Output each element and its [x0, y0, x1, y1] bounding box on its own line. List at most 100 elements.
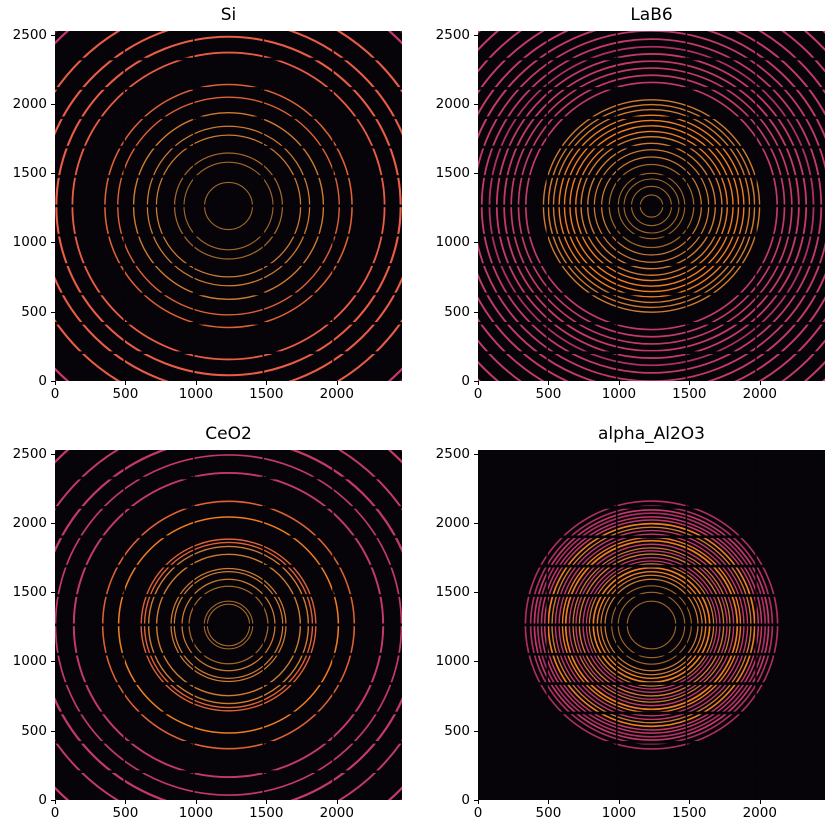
y-tick-label: 2000 [12, 95, 47, 112]
x-tick-mark [759, 800, 761, 804]
x-tick-label: 500 [535, 386, 562, 402]
diffraction-image-lab6: 0 500 1000 1500 2000 0 500 1000 1500 2000 2500 [436, 27, 825, 402]
module-gap-horizontal [55, 682, 402, 685]
detector-image [55, 31, 402, 381]
x-tick-mark [618, 800, 620, 804]
y-tick-mark [474, 103, 478, 105]
module-gap-horizontal [478, 263, 825, 266]
module-gap-horizontal [478, 233, 825, 237]
module-gap-horizontal [55, 770, 402, 773]
y-tick-mark [51, 453, 55, 455]
module-gap-horizontal [478, 351, 825, 354]
x-tick-label: 2000 [319, 386, 354, 402]
panel-al2o3: alpha_Al2O3 0 500 1000 1500 2000 0 500 1000 1500… [436, 424, 825, 821]
module-gap-horizontal [478, 564, 825, 568]
module-gap-horizontal [55, 594, 402, 597]
module-gap-horizontal [478, 623, 825, 627]
panel-si: Si 0 500 1000 1500 2000 0 500 1000 1500 2000 2500 [13, 5, 402, 402]
y-tick-label: 1500 [12, 165, 47, 182]
panel-title-lab6: LaB6 [630, 5, 673, 25]
diffraction-image-ceo2: 0 500 1000 1500 2000 0 500 1000 1500 2000 2500 [13, 446, 402, 821]
x-tick-mark [125, 381, 127, 385]
module-gap-horizontal [478, 175, 825, 178]
x-tick-label: 0 [50, 386, 60, 402]
diffraction-image-si: 0 500 1000 1500 2000 0 500 1000 1500 2000 2500 [13, 27, 402, 402]
module-gap-horizontal [55, 740, 402, 744]
x-tick-mark [478, 800, 479, 804]
module-gap-horizontal [478, 682, 825, 685]
y-tick-mark [474, 522, 478, 524]
x-tick-mark [689, 381, 691, 385]
y-tick-mark [474, 242, 478, 244]
y-tick-label: 2500 [12, 445, 47, 462]
panel-title-si: Si [220, 5, 237, 25]
panel-lab6: LaB6 0 500 1000 1500 2000 0 500 1000 1500 2000 250… [436, 5, 825, 402]
module-gap-horizontal [55, 652, 402, 656]
x-tick-mark [689, 800, 691, 804]
y-tick-mark [51, 661, 55, 663]
x-tick-label: 1500 [249, 386, 284, 402]
y-tick-label: 2000 [12, 514, 47, 531]
module-gap-horizontal [478, 506, 825, 509]
y-tick-label: 2500 [435, 445, 470, 462]
y-tick-mark [51, 800, 55, 801]
x-tick-mark [266, 800, 268, 804]
y-tick-label: 500 [21, 722, 47, 739]
panel-title-al2o3: alpha_Al2O3 [598, 424, 705, 444]
x-tick-mark [478, 381, 479, 385]
y-tick-label: 1000 [12, 234, 47, 251]
module-gap-horizontal [55, 233, 402, 237]
y-tick-mark [51, 522, 55, 524]
panel-title-ceo2: CeO2 [205, 424, 252, 444]
y-tick-label: 0 [38, 792, 47, 808]
y-tick-mark [51, 311, 55, 313]
module-gap-horizontal [55, 535, 402, 539]
x-tick-mark [55, 381, 56, 385]
x-tick-mark [336, 800, 338, 804]
module-gap-horizontal [55, 292, 402, 296]
y-tick-label: 500 [444, 722, 470, 739]
y-tick-label: 2500 [435, 26, 470, 43]
x-tick-label: 1500 [672, 386, 707, 402]
diffraction-image-al2o3: 0 500 1000 1500 2000 0 500 1000 1500 2000 2500 [436, 446, 825, 821]
y-tick-mark [51, 381, 55, 382]
y-tick-label: 1000 [12, 653, 47, 670]
y-tick-mark [474, 800, 478, 801]
x-tick-label: 0 [473, 386, 483, 402]
x-tick-label: 1000 [601, 386, 637, 402]
module-gap-horizontal [478, 740, 825, 744]
module-gap-horizontal [478, 711, 825, 715]
x-tick-mark [548, 381, 550, 385]
x-tick-label: 1000 [178, 805, 214, 821]
module-gap-horizontal [478, 770, 825, 773]
module-gap-horizontal [478, 292, 825, 296]
y-tick-label: 1500 [435, 165, 470, 182]
y-tick-label: 2000 [435, 514, 470, 531]
y-tick-mark [474, 453, 478, 455]
y-tick-mark [51, 173, 55, 175]
module-gap-horizontal [55, 351, 402, 354]
x-tick-mark [266, 381, 268, 385]
y-tick-label: 500 [21, 303, 47, 320]
module-gap-horizontal [478, 652, 825, 656]
module-gap-horizontal [478, 87, 825, 90]
module-gap-horizontal [55, 506, 402, 509]
y-tick-mark [51, 34, 55, 36]
y-tick-mark [51, 242, 55, 244]
y-tick-label: 0 [38, 373, 47, 389]
x-tick-mark [55, 800, 56, 804]
y-tick-mark [474, 730, 478, 732]
module-gap-horizontal [55, 204, 402, 208]
detector-image [478, 31, 825, 381]
x-tick-label: 500 [112, 805, 139, 821]
x-tick-label: 500 [535, 805, 562, 821]
y-tick-label: 1500 [12, 584, 47, 601]
y-tick-label: 2500 [12, 26, 47, 43]
x-tick-label: 2000 [319, 805, 354, 821]
y-tick-mark [474, 173, 478, 175]
detector-image [55, 450, 402, 800]
y-tick-label: 500 [444, 303, 470, 320]
y-tick-label: 1000 [435, 653, 470, 670]
panel-ceo2: CeO2 0 500 1000 1500 2000 0 500 1000 1500 2000 250… [13, 424, 402, 821]
module-gap-horizontal [55, 711, 402, 715]
